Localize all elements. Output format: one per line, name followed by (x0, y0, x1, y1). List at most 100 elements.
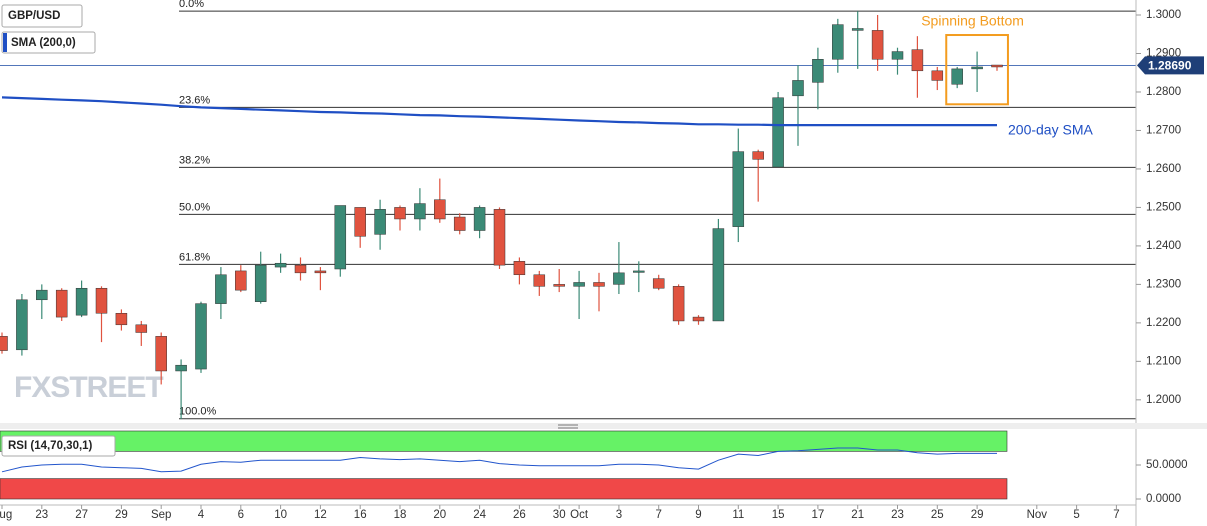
x-tick-label: 23 (35, 509, 48, 521)
candle-body (0, 336, 8, 351)
candle-body (533, 274, 546, 287)
price-tag (1137, 56, 1204, 75)
x-tick-label: 15 (772, 509, 785, 521)
candle-body (911, 49, 924, 72)
candle-body (672, 286, 685, 322)
x-tick-label: 24 (473, 509, 486, 521)
candle-body (613, 272, 625, 285)
y-tick-label: 1.3000 (1146, 9, 1181, 21)
candle-body (991, 64, 1003, 68)
rsi-oversold-band (0, 478, 1008, 500)
spinning-bottom-label: Spinning Bottom (921, 13, 1024, 29)
candle-body (513, 261, 526, 276)
legend-box (1, 4, 83, 28)
y-tick-label: 1.2300 (1146, 278, 1181, 290)
y-tick-label: 1.2400 (1146, 240, 1181, 252)
spinning-bottom-box (945, 34, 1009, 106)
divider-grip (558, 424, 578, 429)
candle-body (334, 205, 347, 270)
candle-body (593, 282, 605, 287)
x-tick-label: 11 (732, 509, 744, 521)
candle-body (314, 270, 327, 274)
fib-label: 50.0% (179, 201, 210, 213)
x-tick-label: Sep (151, 509, 171, 521)
candle-body (95, 287, 108, 314)
x-tick-label: 23 (891, 509, 904, 521)
candle-body (36, 289, 48, 301)
x-tick-label: 3 (616, 509, 622, 521)
candle-body (931, 70, 944, 81)
legend-rsi: RSI (14,70,30,1) (8, 440, 93, 452)
candle-body (115, 312, 128, 326)
x-tick-label: 25 (931, 509, 944, 521)
fib-label: 0.0% (179, 0, 204, 10)
candle-body (374, 209, 386, 235)
legend-box (1, 435, 116, 457)
candle-body (832, 24, 844, 60)
candle-body (493, 209, 506, 266)
candle-body (195, 303, 207, 370)
fib-label: 23.6% (179, 94, 210, 106)
candle-body (55, 289, 68, 318)
fib-label: 38.2% (179, 154, 210, 166)
x-tick-label: 16 (354, 509, 367, 521)
candle-body (215, 274, 227, 304)
x-tick-label: 30 (553, 509, 566, 521)
x-tick-label: Oct (570, 509, 589, 521)
candle-body (294, 264, 307, 274)
rsi-tick-label: 50.0000 (1146, 459, 1188, 471)
x-tick-label: 29 (115, 509, 128, 521)
candle-body (235, 270, 247, 291)
x-tick-label: 18 (394, 509, 407, 521)
x-tick-label: 9 (695, 509, 701, 521)
candle-body (812, 59, 824, 83)
x-tick-label: 29 (971, 509, 984, 521)
price-tag-label: 1.28690 (1148, 59, 1192, 73)
x-tick-label: 4 (198, 509, 205, 521)
candle-body (75, 287, 88, 316)
x-tick-label: Aug (0, 509, 12, 521)
x-tick-label: Nov (1027, 509, 1048, 521)
sma-annotation: 200-day SMA (1008, 122, 1093, 138)
x-tick-label: 6 (238, 509, 244, 521)
x-tick-label: 17 (812, 509, 825, 521)
legend-sma: SMA (200,0) (11, 37, 76, 49)
candle-body (633, 270, 645, 273)
rsi-tick-label: 0.0000 (1146, 493, 1181, 505)
y-tick-label: 1.2800 (1146, 86, 1181, 98)
candle-body (792, 80, 804, 97)
candle-body (712, 228, 725, 322)
candle-body (971, 66, 983, 70)
x-tick-label: 21 (851, 509, 864, 521)
x-tick-label: 5 (1073, 509, 1079, 521)
candle-body (752, 151, 764, 160)
x-tick-label: 12 (314, 509, 327, 521)
y-tick-label: 1.2200 (1146, 317, 1181, 329)
x-tick-label: 27 (75, 509, 88, 521)
candle-body (453, 216, 466, 231)
candle-body (254, 264, 267, 302)
x-tick-label: 20 (433, 509, 446, 521)
candle-body (394, 207, 406, 220)
candle-body (354, 207, 366, 237)
candle-body (414, 203, 426, 220)
candle-body (175, 364, 187, 372)
candle-body (652, 278, 665, 289)
watermark: FXSTREET (14, 371, 163, 404)
candle-body (692, 316, 705, 322)
y-tick-label: 1.2000 (1146, 394, 1181, 406)
y-tick-label: 1.2500 (1146, 201, 1181, 213)
rsi-line (1, 447, 997, 473)
candle-body (434, 199, 446, 220)
candle-body (573, 282, 585, 287)
candle-body (473, 207, 486, 231)
candle-body (891, 51, 904, 60)
y-tick-label: 1.2100 (1146, 355, 1181, 367)
legend-swatch (3, 33, 7, 52)
candle-body (851, 28, 864, 31)
legend-box (1, 31, 96, 54)
x-tick-label: 7 (655, 509, 661, 521)
candle-body (155, 336, 167, 372)
legend-main: GBP/USD (8, 10, 60, 22)
